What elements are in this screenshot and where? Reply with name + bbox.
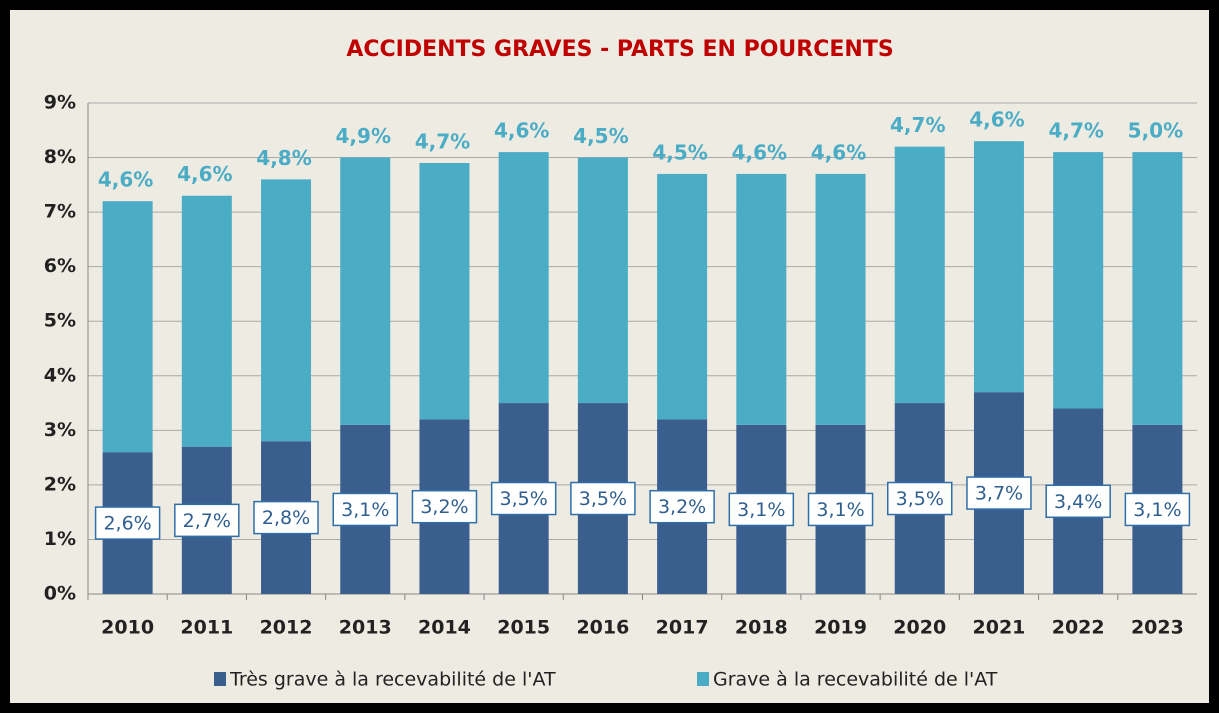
y-tick-label: 4%: [44, 364, 76, 386]
bar-segment: [498, 152, 549, 404]
data-label: 5,0%: [1128, 119, 1183, 143]
data-label-box: [253, 500, 319, 535]
x-tick-label: 2022: [1052, 617, 1105, 639]
legend-label: Grave à la recevabilité de l'AT: [713, 669, 998, 691]
bar-segment: [419, 163, 470, 420]
legend-swatch: [214, 672, 226, 686]
bar-segment: [815, 173, 866, 425]
data-label: 3,7%: [975, 483, 1023, 505]
data-label: 3,5%: [579, 488, 627, 510]
x-tick-label: 2012: [260, 617, 313, 639]
bar-segment: [181, 195, 232, 447]
chart-title: ACCIDENTS GRAVES - PARTS EN POURCENTS: [346, 37, 893, 62]
data-label: 4,6%: [98, 168, 153, 192]
y-tick-label: 6%: [44, 255, 76, 277]
data-label: 4,8%: [256, 146, 311, 170]
data-label: 3,2%: [658, 496, 706, 518]
data-label: 4,6%: [494, 119, 549, 143]
x-tick-label: 2018: [735, 617, 788, 639]
data-label: 3,1%: [737, 499, 785, 521]
bar-segment: [973, 141, 1024, 393]
data-label-box: [411, 489, 478, 524]
data-label: 3,5%: [500, 488, 548, 510]
data-label-box: [728, 492, 795, 527]
y-tick-label: 1%: [44, 528, 76, 550]
x-tick-label: 2019: [814, 617, 867, 639]
x-tick-label: 2016: [576, 617, 629, 639]
data-label-box: [94, 506, 161, 540]
data-label: 4,5%: [573, 124, 628, 148]
data-label-box: [174, 503, 240, 538]
data-label: 4,6%: [969, 108, 1024, 132]
bar-segment: [102, 201, 153, 453]
x-tick-label: 2011: [180, 617, 233, 639]
data-label: 4,5%: [652, 140, 707, 164]
y-tick-label: 0%: [44, 583, 76, 605]
bar-segment: [1053, 152, 1104, 409]
data-label: 3,1%: [341, 499, 389, 521]
x-tick-label: 2017: [656, 617, 709, 639]
data-label: 3,4%: [1054, 491, 1102, 513]
x-tick-label: 2014: [418, 617, 471, 639]
data-label-box: [807, 492, 874, 527]
data-label: 3,1%: [816, 499, 864, 521]
x-tick-label: 2020: [893, 617, 946, 639]
y-tick-label: 5%: [44, 310, 76, 332]
y-tick-label: 9%: [44, 92, 76, 114]
bar-segment: [577, 157, 628, 404]
data-label: 2,6%: [103, 513, 151, 535]
data-label-box: [649, 489, 715, 524]
data-label: 3,5%: [896, 488, 944, 510]
y-tick-label: 3%: [44, 419, 76, 441]
y-tick-label: 2%: [44, 473, 76, 495]
bar-segment: [261, 179, 312, 442]
data-label: 4,7%: [890, 113, 945, 137]
data-label: 4,9%: [336, 124, 391, 148]
legend-swatch: [697, 672, 709, 686]
legend-label: Très grave à la recevabilité de l'AT: [229, 669, 556, 691]
data-label-box: [332, 492, 398, 527]
data-label: 2,7%: [183, 510, 231, 532]
y-tick-label: 7%: [44, 201, 76, 223]
data-label-box: [1045, 484, 1111, 519]
data-label-box: [1124, 492, 1191, 527]
data-label-box: [570, 481, 636, 516]
data-label-box: [887, 481, 953, 516]
bar-segment: [894, 146, 945, 404]
bar-segment: [340, 157, 391, 425]
x-tick-label: 2021: [973, 617, 1026, 639]
data-label-box: [966, 476, 1032, 510]
data-label: 4,7%: [415, 130, 470, 154]
data-label: 3,2%: [420, 496, 468, 518]
data-label: 4,6%: [811, 140, 866, 164]
x-tick-label: 2023: [1131, 617, 1184, 639]
x-tick-label: 2010: [101, 617, 154, 639]
x-tick-label: 2013: [339, 617, 392, 639]
y-tick-label: 8%: [44, 146, 76, 168]
x-tick-label: 2015: [497, 617, 550, 639]
data-label: 4,7%: [1048, 119, 1103, 143]
data-label: 2,8%: [262, 507, 310, 529]
bar-segment: [1132, 152, 1183, 425]
data-label: 4,6%: [732, 140, 787, 164]
data-label-box: [490, 481, 557, 516]
bar-segment: [657, 173, 708, 420]
bar-segment: [736, 173, 787, 425]
data-label: 3,1%: [1133, 499, 1181, 521]
data-label: 4,6%: [177, 162, 232, 186]
